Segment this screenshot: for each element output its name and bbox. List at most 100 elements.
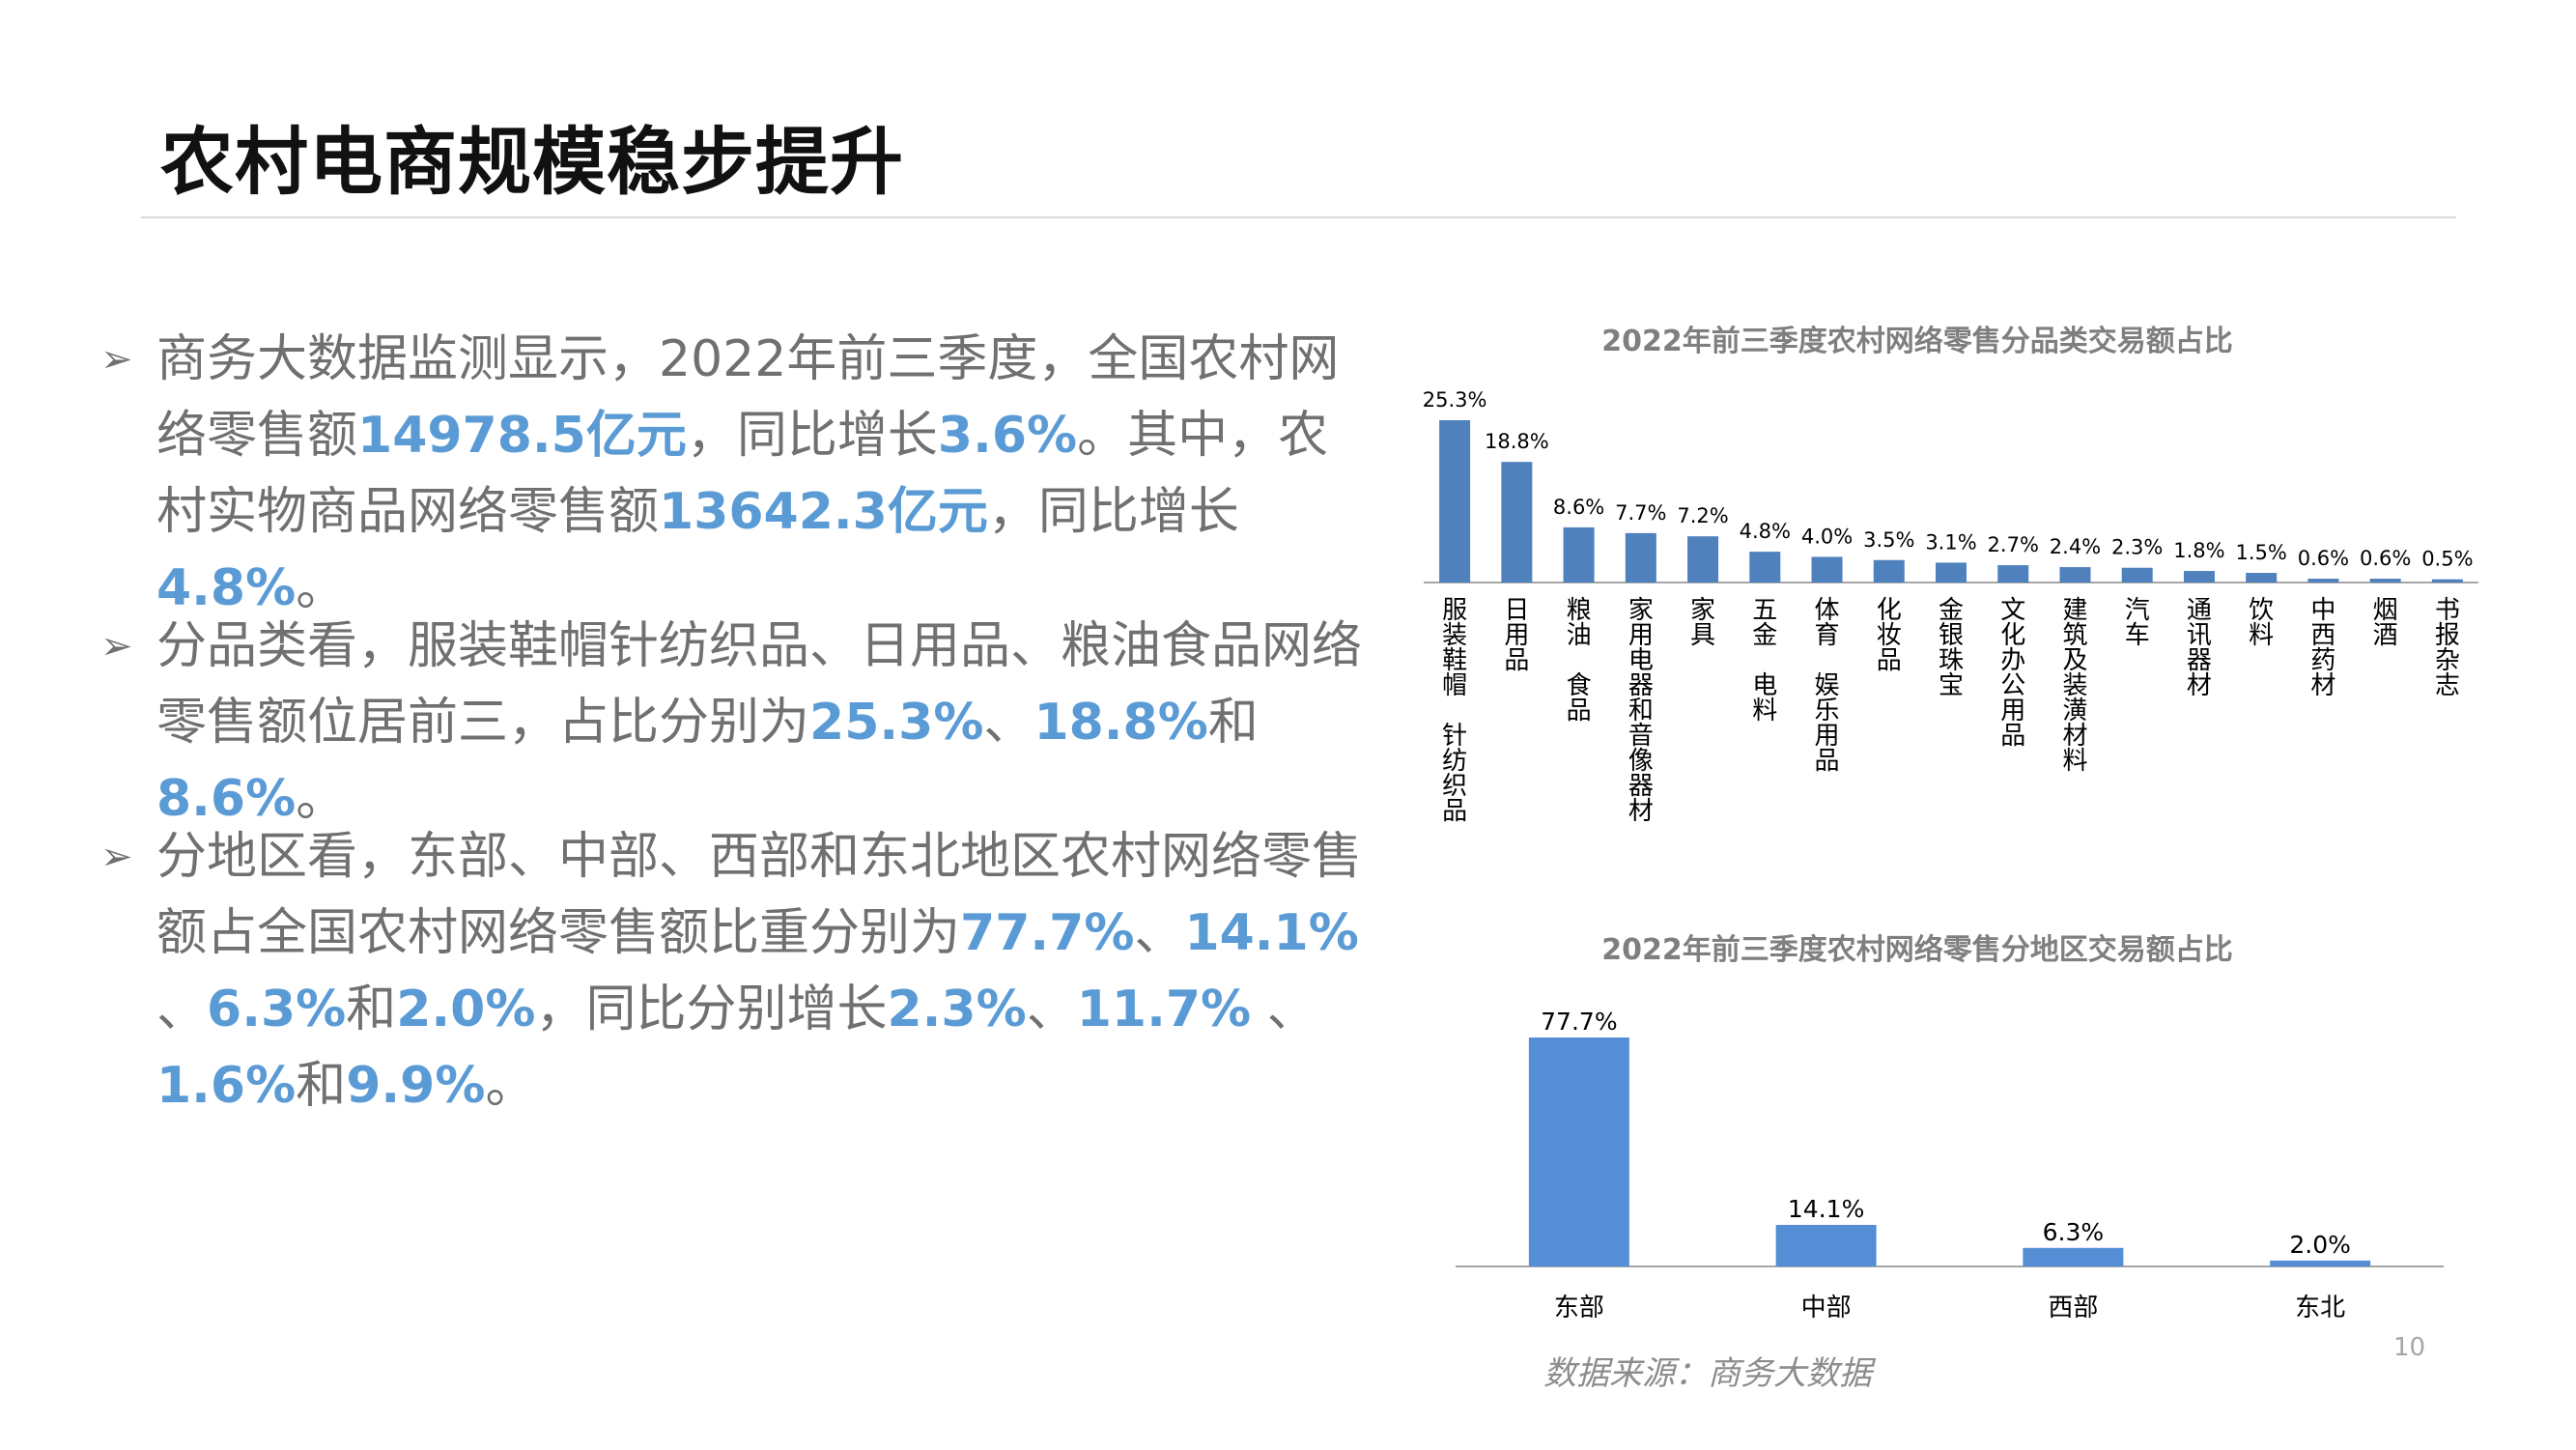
highlight-value: 8.6%: [156, 770, 297, 828]
category-bar: [2307, 579, 2339, 583]
category-tick-label: 通讯器材: [2187, 596, 2212, 700]
category-tick-label: 粮油 食品: [1567, 596, 1592, 725]
data-label: 2.7%: [1988, 533, 2039, 556]
data-label: 14.1%: [1788, 1195, 1864, 1223]
body-text-span: 。: [296, 559, 347, 617]
data-label: 1.5%: [2235, 541, 2286, 564]
data-label: 0.5%: [2421, 548, 2473, 571]
bullet-text: 商务大数据监测显示，2022年前三季度，全国农村网络零售额14978.5亿元，同…: [156, 322, 1375, 627]
page-number: 10: [2393, 1333, 2426, 1362]
category-tick-label: 汽车: [2125, 596, 2150, 650]
category-tick-label: 五金 电料: [1752, 596, 1777, 725]
category-bar: [1749, 552, 1781, 583]
category-bar: [1563, 526, 1595, 583]
body-text-span: 、: [1134, 904, 1185, 962]
bullet-text: 分品类看，服装鞋帽针纺织品、日用品、粮油食品网络零售额位居前三，占比分别为25.…: [156, 609, 1375, 838]
highlight-value: 9.9%: [346, 1057, 486, 1115]
highlight-value: 77.7%: [960, 904, 1135, 962]
data-label: 1.8%: [2173, 539, 2224, 562]
category-tick-label: 书报杂志: [2435, 596, 2460, 700]
highlight-value: 14978.5亿元: [357, 407, 687, 465]
data-label: 0.6%: [2360, 547, 2411, 570]
data-label: 25.3%: [1423, 388, 1487, 412]
body-text-span: 和: [296, 1057, 347, 1115]
body-text-span: 分地区看，东部、中部、西部和东北地区农村网络零售额占全国农村网络零售额比重分别为: [156, 828, 1363, 962]
category-bar: [2246, 573, 2278, 583]
data-label: 7.7%: [1615, 501, 1666, 525]
category-bar: [2431, 579, 2463, 583]
category-bar: [2121, 567, 2153, 583]
highlight-value: 2.3%: [887, 981, 1027, 1038]
category-bar: [1501, 462, 1533, 583]
body-text-span: 、: [1026, 981, 1077, 1038]
data-label: 4.0%: [1801, 525, 1853, 548]
category-bar: [2369, 579, 2401, 583]
body-text-span: 。: [296, 770, 347, 828]
category-bar: [1439, 420, 1471, 583]
bullet-online-retail: ➢ 商务大数据监测显示，2022年前三季度，全国农村网络零售额14978.5亿元…: [100, 322, 1375, 627]
category-bar: [1687, 536, 1719, 583]
region-tick-label: 中部: [1801, 1294, 1852, 1322]
region-tick-label: 东部: [1554, 1294, 1604, 1322]
slide-title: 农村电商规模稳步提升: [160, 119, 904, 205]
body-text-span: 商务大数据监测显示，2022年前三季度，全国农村网络零售额: [156, 330, 1340, 465]
region-bar: [1775, 1224, 1877, 1266]
category-tick-label: 文化办公用品: [2000, 596, 2025, 751]
chart-title: 2022年前三季度农村网络零售分品类交易额占比: [1601, 325, 2233, 358]
region-bar: [2023, 1247, 2124, 1266]
category-tick-label: 化妆品: [1877, 596, 1902, 675]
bullet-arrow-icon: ➢: [100, 337, 133, 382]
body-text-span: 、: [1251, 981, 1317, 1038]
highlight-value: 25.3%: [809, 694, 984, 752]
highlight-value: 13642.3亿元: [659, 483, 988, 541]
data-label: 3.1%: [1925, 530, 1976, 554]
category-tick-label: 服装鞋帽 针纺织品: [1442, 596, 1467, 826]
region-bar: [2270, 1260, 2371, 1266]
highlight-value: 18.8%: [1033, 694, 1208, 752]
category-tick-label: 建筑及装潢材料: [2062, 596, 2087, 776]
data-label: 2.3%: [2111, 536, 2163, 559]
body-text-span: 和: [346, 981, 397, 1038]
body-text-span: 、: [156, 981, 208, 1038]
body-text-span: ，同比增长: [686, 407, 938, 465]
category-tick-label: 中西药材: [2310, 596, 2335, 700]
highlight-value: 11.7%: [1076, 981, 1252, 1038]
highlight-value: 2.0%: [396, 981, 536, 1038]
data-label: 2.4%: [2050, 535, 2101, 558]
category-tick-label: 金银珠宝: [1939, 596, 1964, 700]
highlight-value: 14.1%: [1184, 904, 1359, 962]
bullet-arrow-icon: ➢: [100, 624, 133, 668]
highlight-value: 6.3%: [207, 981, 347, 1038]
highlight-value: 4.8%: [156, 559, 297, 617]
data-label: 3.5%: [1863, 528, 1914, 552]
body-text-span: 。其中，农村实物商品网络零售额: [156, 407, 1329, 541]
bullet-categories: ➢ 分品类看，服装鞋帽针纺织品、日用品、粮油食品网络零售额位居前三，占比分别为2…: [100, 609, 1375, 838]
category-bar: [1936, 562, 1967, 583]
region-bar: [1528, 1038, 1629, 1266]
region-tick-label: 西部: [2048, 1294, 2098, 1322]
category-tick-label: 烟酒: [2373, 596, 2398, 650]
data-label: 0.6%: [2298, 547, 2349, 570]
body-text-span: 和: [1207, 694, 1259, 752]
body-text-span: 、: [983, 694, 1034, 752]
data-label: 4.8%: [1740, 520, 1791, 543]
category-bar: [1625, 532, 1656, 583]
category-tick-label: 家具: [1690, 596, 1715, 650]
body-text-span: 。: [485, 1057, 536, 1115]
bullet-arrow-icon: ➢: [100, 835, 133, 879]
data-label: 8.6%: [1553, 496, 1604, 519]
category-bar: [1873, 559, 1905, 583]
category-tick-label: 饮料: [2249, 596, 2274, 650]
chart-title: 2022年前三季度农村网络零售分地区交易额占比: [1601, 933, 2233, 967]
data-label: 6.3%: [2043, 1218, 2105, 1246]
category-bar: [1811, 556, 1843, 583]
category-tick-label: 日用品: [1504, 596, 1529, 675]
data-label: 77.7%: [1541, 1008, 1617, 1036]
body-text-span: ，同比分别增长: [535, 981, 888, 1038]
region-tick-label: 东北: [2295, 1294, 2345, 1322]
category-bar: [2183, 571, 2215, 583]
data-source-note: 数据来源：商务大数据: [1543, 1354, 1872, 1393]
data-label: 18.8%: [1485, 430, 1549, 453]
bullet-regions: ➢ 分地区看，东部、中部、西部和东北地区农村网络零售额占全国农村网络零售额比重分…: [100, 819, 1375, 1124]
